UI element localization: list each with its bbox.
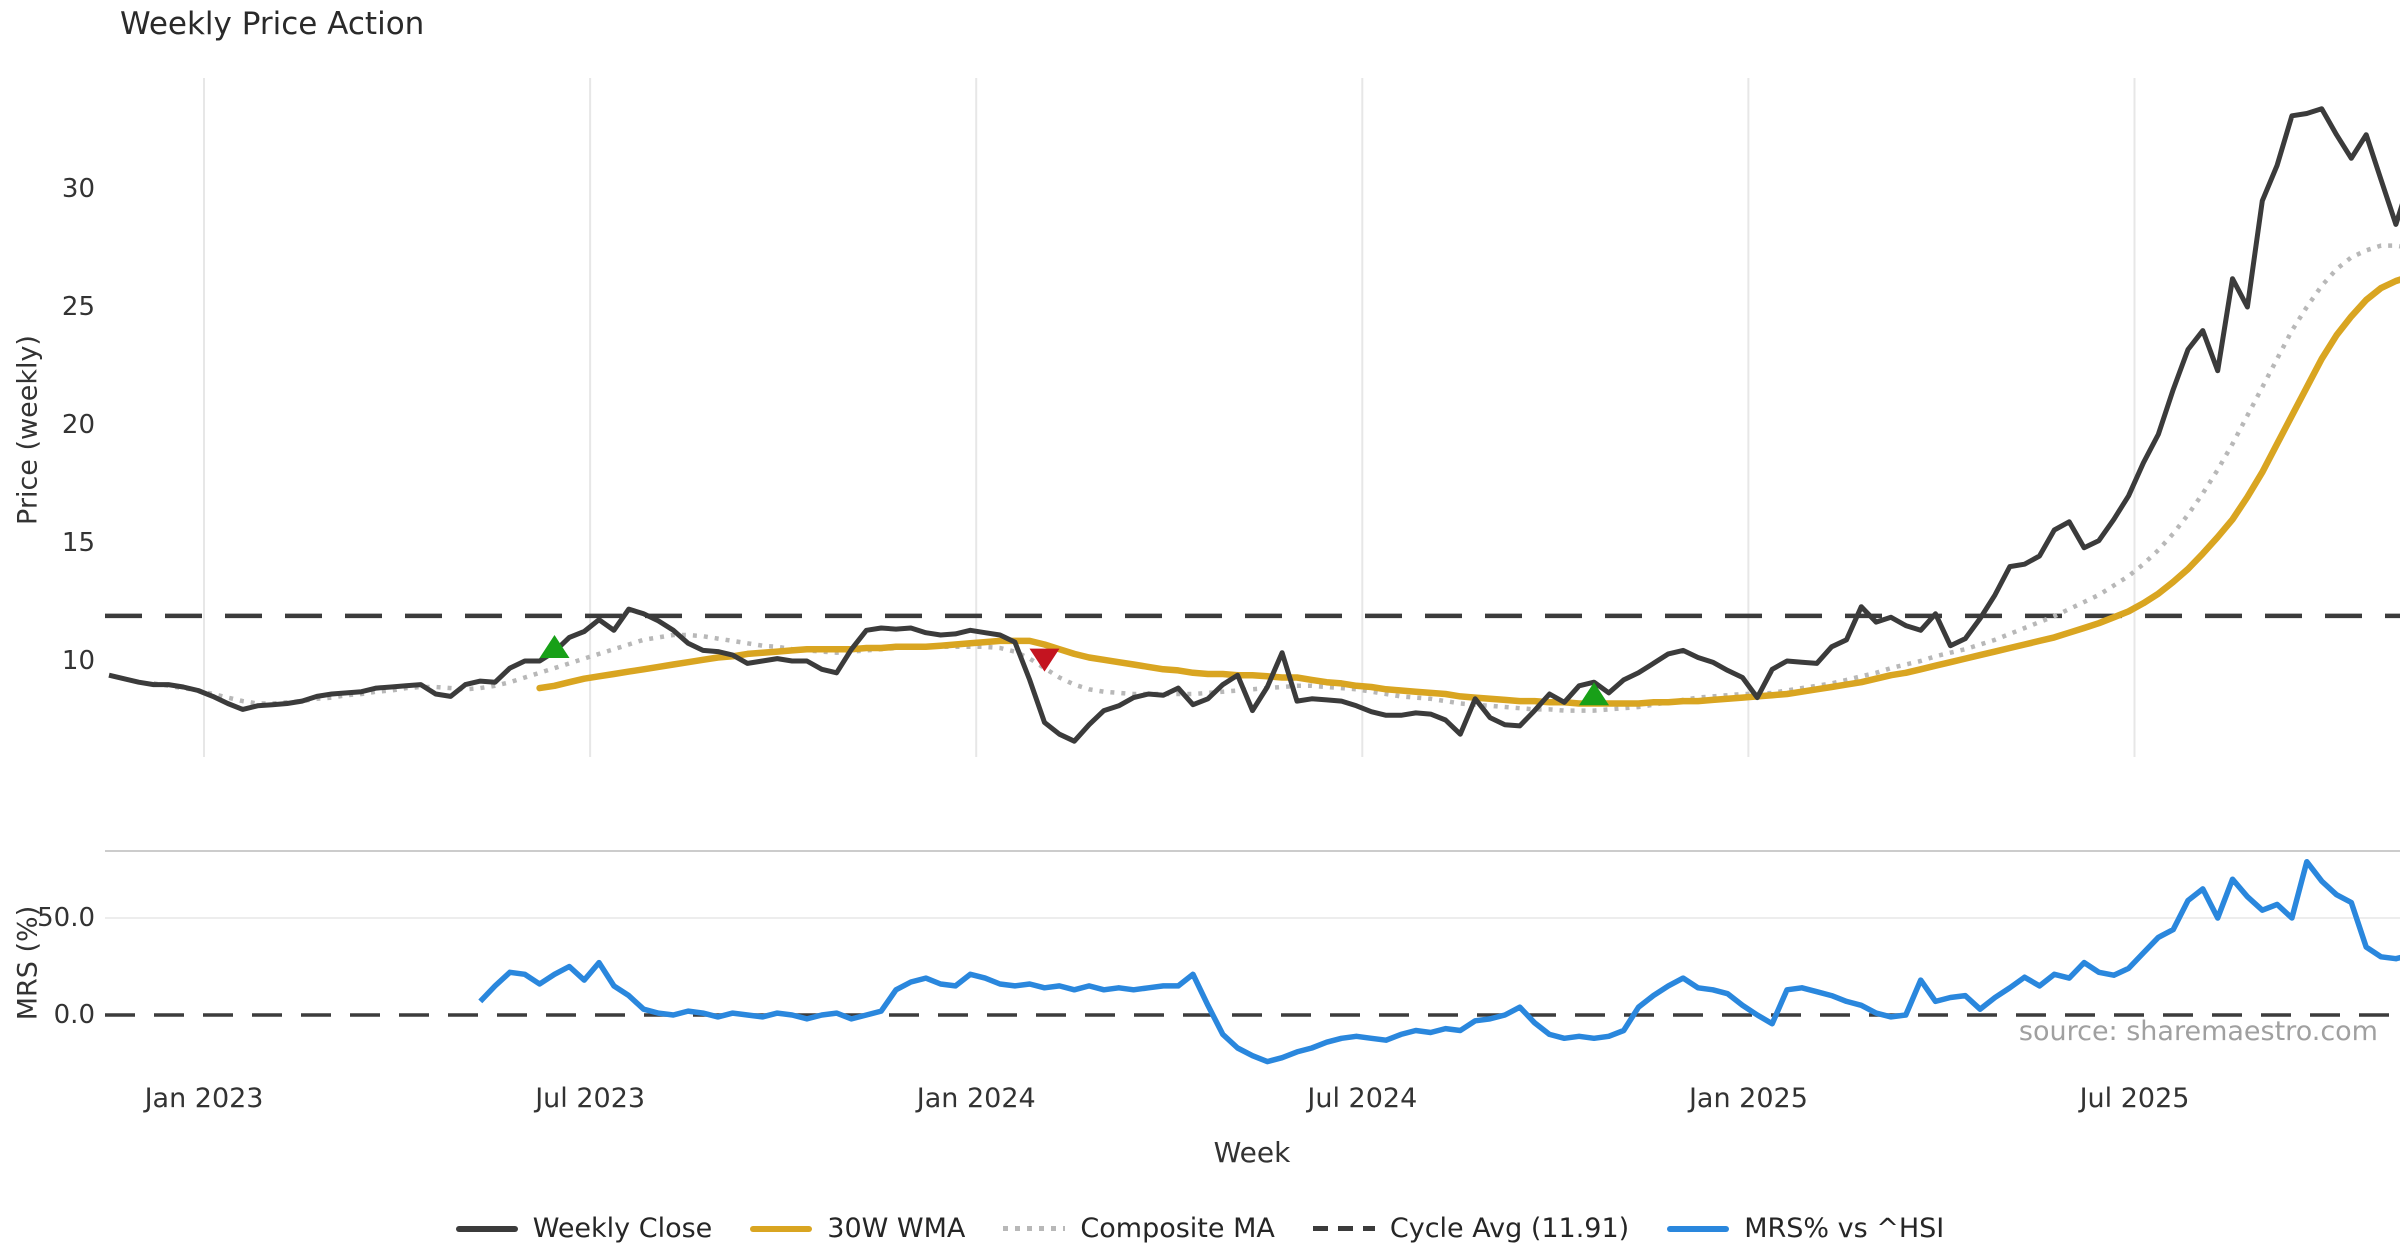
x-tick-jan-2023: Jan 2023 (144, 1083, 264, 1114)
legend-swatch-solid (750, 1225, 813, 1232)
legend-label: Cycle Avg (11.91) (1389, 1213, 1630, 1244)
price-tick-25: 25 (61, 292, 95, 322)
price-tick-10: 10 (61, 646, 95, 676)
legend-swatch-dotted (1003, 1226, 1066, 1231)
legend-item-cycle-avg-11-91: Cycle Avg (11.91) (1312, 1213, 1630, 1244)
legend-swatch-solid (1667, 1225, 1730, 1232)
legend-label: Composite MA (1080, 1213, 1275, 1244)
weekly-close-line (108, 106, 2400, 744)
mrs-tick-50.0: 50.0 (37, 903, 95, 933)
mrs-tick-0.0: 0.0 (53, 1000, 95, 1030)
legend-item-composite-ma: Composite MA (1003, 1213, 1275, 1244)
composite-ma-line (153, 243, 2400, 713)
legend-label: Weekly Close (532, 1213, 713, 1244)
price-tick-15: 15 (61, 528, 95, 558)
legend-item-mrs-vs-hsi: MRS% vs ^HSI (1667, 1213, 1944, 1244)
x-tick-jan-2024: Jan 2024 (916, 1083, 1036, 1114)
source-watermark: source: sharemaestro.com (2018, 1016, 2378, 1047)
mrs-line (478, 858, 2400, 1065)
price-tick-20: 20 (61, 410, 95, 440)
legend-label: 30W WMA (827, 1213, 966, 1244)
x-tick-jul-2025: Jul 2025 (2079, 1083, 2190, 1114)
chart-title: Weekly Price Action (120, 6, 425, 42)
price-tick-30: 30 (61, 174, 95, 204)
buy-signal-marker (1579, 682, 1609, 706)
wma30-line (536, 276, 2400, 707)
sell-signal-marker (1029, 648, 1060, 672)
legend-label: MRS% vs ^HSI (1744, 1213, 1945, 1244)
x-tick-jan-2025: Jan 2025 (1688, 1083, 1808, 1114)
x-axis-label: Week (1213, 1136, 1291, 1169)
chart-legend: Weekly Close 30W WMA Composite MA Cycle Avg… (0, 1213, 2400, 1244)
legend-swatch-dashed (1312, 1226, 1375, 1231)
legend-item-30w-wma: 30W WMA (750, 1213, 965, 1244)
legend-item-weekly-close: Weekly Close (455, 1213, 713, 1244)
x-tick-jul-2023: Jul 2023 (535, 1083, 646, 1114)
legend-swatch-solid (455, 1225, 518, 1232)
x-tick-jul-2024: Jul 2024 (1307, 1083, 1418, 1114)
buy-signal-marker (539, 635, 570, 658)
